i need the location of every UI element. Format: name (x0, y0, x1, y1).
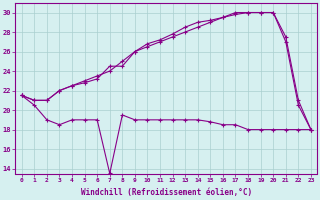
X-axis label: Windchill (Refroidissement éolien,°C): Windchill (Refroidissement éolien,°C) (81, 188, 252, 197)
